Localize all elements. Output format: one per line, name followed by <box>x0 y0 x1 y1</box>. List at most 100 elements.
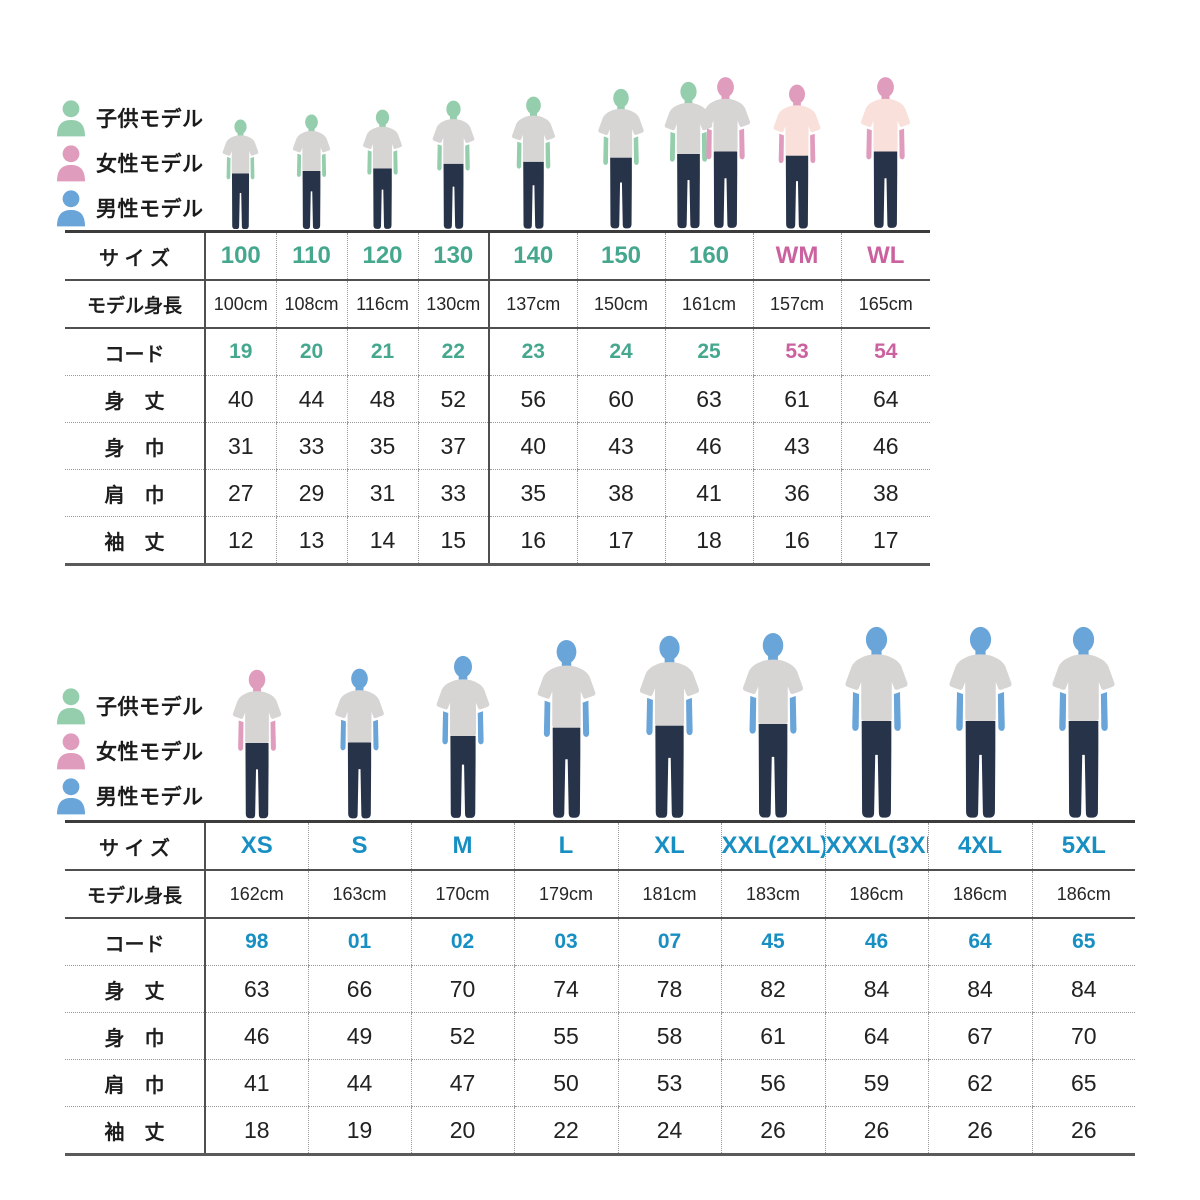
model-height-cell: 161cm <box>664 280 753 329</box>
body-width-cell: 55 <box>513 1012 618 1060</box>
body-width-cell: 40 <box>488 422 577 470</box>
model-height-cell: 181cm <box>617 870 721 919</box>
body-width-cell: 31 <box>204 422 276 470</box>
table-row: 袖 丈 12 13 14 15 16 17 18 16 17 <box>65 516 930 566</box>
shoulder-width-cell: 62 <box>927 1059 1032 1107</box>
model-figure-L <box>527 639 606 821</box>
model-height-cell: 179cm <box>513 870 618 919</box>
size-cell: 100 <box>204 230 276 281</box>
row-label: コード <box>65 918 205 966</box>
model-height-cell: 150cm <box>576 280 665 329</box>
table-row: 身 巾 46 49 52 55 58 61 64 67 70 <box>65 1012 1135 1060</box>
shoulder-width-cell: 59 <box>824 1059 928 1107</box>
size-cell: WL <box>840 230 930 281</box>
code-cell: 45 <box>720 918 825 966</box>
size-cell: XL <box>617 820 721 871</box>
code-cell: 53 <box>752 328 841 376</box>
body-length-cell: 63 <box>204 965 308 1013</box>
model-figure-5XL <box>1041 626 1126 821</box>
model-figure-XS <box>224 669 290 821</box>
shoulder-width-cell: 27 <box>204 469 276 517</box>
size-cell: L <box>513 820 618 871</box>
model-figure-M <box>427 655 499 821</box>
size-cell: S <box>307 820 411 871</box>
code-cell: 98 <box>204 918 308 966</box>
size-cell: XXL(2XL) <box>720 820 825 871</box>
size-cell: M <box>410 820 514 871</box>
shoulder-width-cell: 50 <box>513 1059 618 1107</box>
row-label: 袖 丈 <box>65 1106 205 1156</box>
model-figure-130 <box>425 100 482 231</box>
row-label: サ イ ズ <box>65 230 205 281</box>
table-row: 身 丈 40 44 48 52 56 60 63 61 64 <box>65 375 930 423</box>
legend-top: 子供モデル 女性モデル 男性モデル <box>55 95 245 230</box>
legend-item-women: 女性モデル <box>55 140 245 185</box>
shoulder-width-cell: 31 <box>346 469 418 517</box>
body-length-cell: 78 <box>617 965 721 1013</box>
legend-label: 子供モデル <box>96 695 204 719</box>
row-label: モデル身長 <box>65 870 205 919</box>
code-cell: 24 <box>576 328 665 376</box>
shoulder-width-cell: 33 <box>417 469 489 517</box>
shoulder-width-cell: 41 <box>664 469 753 517</box>
body-width-cell: 46 <box>664 422 753 470</box>
sleeve-length-cell: 18 <box>204 1106 308 1156</box>
shoulder-width-cell: 56 <box>720 1059 825 1107</box>
body-width-cell: 33 <box>275 422 347 470</box>
kids-women-size-table: サ イ ズ 100 110 120 130 140 150 160 WM WL モデル身長 100cm… <box>65 230 930 566</box>
table-row: モデル身長 100cm 108cm 116cm 130cm 137cm 150cm 161cm… <box>65 280 930 329</box>
code-cell: 21 <box>346 328 418 376</box>
body-length-cell: 44 <box>275 375 347 423</box>
shoulder-width-cell: 47 <box>410 1059 514 1107</box>
size-cell: 4XL <box>927 820 1032 871</box>
body-length-cell: 61 <box>752 375 841 423</box>
sleeve-length-cell: 20 <box>410 1106 514 1156</box>
body-length-cell: 60 <box>576 375 665 423</box>
body-length-cell: 66 <box>307 965 411 1013</box>
model-height-cell: 137cm <box>488 280 577 329</box>
code-cell: 25 <box>664 328 753 376</box>
kids-women-size-table-wrap: サ イ ズ 100 110 120 130 140 150 160 WM WL モデル身長 100cm… <box>65 230 930 566</box>
sleeve-length-cell: 16 <box>752 516 841 566</box>
body-width-cell: 61 <box>720 1012 825 1060</box>
body-width-cell: 67 <box>927 1012 1032 1060</box>
legend-label: 男性モデル <box>96 785 204 809</box>
sleeve-length-cell: 12 <box>204 516 276 566</box>
sleeve-length-cell: 17 <box>576 516 665 566</box>
model-figure-XXXL(3XL) <box>834 626 919 821</box>
size-cell: WM <box>752 230 841 281</box>
model-figure-100 <box>216 119 265 231</box>
table-row: サ イ ズ 100 110 120 130 140 150 160 WM WL <box>65 230 930 281</box>
sleeve-length-cell: 13 <box>275 516 347 566</box>
size-cell: 110 <box>275 230 347 281</box>
model-height-cell: 170cm <box>410 870 514 919</box>
model-height-cell: 108cm <box>275 280 347 329</box>
shoulder-width-cell: 44 <box>307 1059 411 1107</box>
shoulder-width-cell: 65 <box>1031 1059 1135 1107</box>
size-cell: 160 <box>664 230 753 281</box>
table-row: 袖 丈 18 19 20 22 24 26 26 26 26 <box>65 1106 1135 1156</box>
person-bust-icon <box>55 777 87 815</box>
model-figure-WM <box>765 84 829 231</box>
model-figure-160 <box>692 76 759 231</box>
code-cell: 22 <box>417 328 489 376</box>
sleeve-length-cell: 22 <box>513 1106 618 1156</box>
size-cell: XXXL(3XL) <box>824 820 928 871</box>
sleeve-length-cell: 16 <box>488 516 577 566</box>
sleeve-length-cell: 26 <box>1031 1106 1135 1156</box>
code-cell: 46 <box>824 918 928 966</box>
model-height-cell: 183cm <box>720 870 825 919</box>
table-row: 肩 巾 41 44 47 50 53 56 59 62 65 <box>65 1059 1135 1107</box>
row-label: 身 巾 <box>65 1012 205 1060</box>
body-width-cell: 37 <box>417 422 489 470</box>
row-label: モデル身長 <box>65 280 205 329</box>
sleeve-length-cell: 26 <box>927 1106 1032 1156</box>
body-length-cell: 74 <box>513 965 618 1013</box>
code-cell: 64 <box>927 918 1032 966</box>
model-height-cell: 157cm <box>752 280 841 329</box>
code-cell: 07 <box>617 918 721 966</box>
body-length-cell: 84 <box>1031 965 1135 1013</box>
shoulder-width-cell: 41 <box>204 1059 308 1107</box>
size-cell: 140 <box>488 230 577 281</box>
